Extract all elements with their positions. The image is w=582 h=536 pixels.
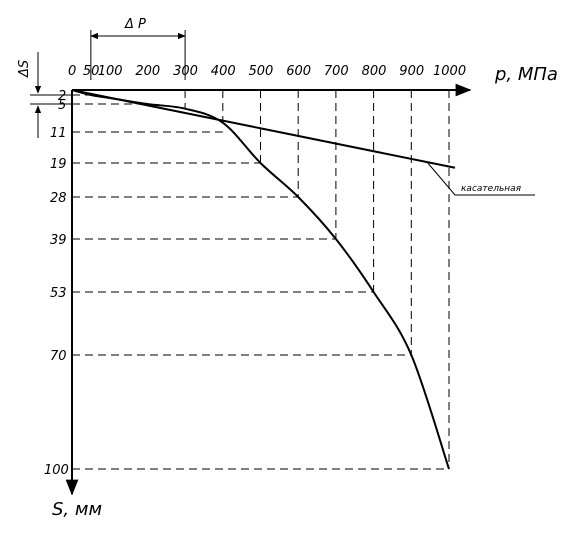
y-tick-label: 53 (50, 286, 67, 301)
x-tick-label: 300 (173, 64, 198, 79)
axes (65, 83, 472, 496)
annotations: p, МПа S, мм Δ P касательная ΔS (17, 17, 558, 520)
x-tick-label: 600 (286, 64, 311, 79)
settlement-curve (71, 89, 450, 470)
delta-p-label: Δ P (124, 17, 146, 32)
y-tick-label: 19 (50, 157, 67, 172)
tangent-leader (426, 161, 535, 196)
x-tick-label: 100 (98, 64, 123, 79)
x-tick-label: 0 (68, 64, 76, 79)
dashed-guides (30, 30, 450, 470)
y-tick-label: 100 (44, 463, 69, 478)
x-tick-label: 400 (211, 64, 236, 79)
x-tick-label: 500 (249, 64, 274, 79)
y-axis-label: S, мм (52, 499, 102, 520)
x-tick-label: 50 (83, 64, 100, 79)
x-tick-label: 1000 (433, 64, 466, 79)
tangent-label: касательная (461, 184, 522, 194)
y-tick-label: 11 (50, 126, 67, 141)
x-tick-label: 800 (362, 64, 387, 79)
y-tick-label: 28 (50, 191, 67, 206)
y-tick-label: 39 (50, 233, 67, 248)
delta-s-label: ΔS (17, 60, 32, 78)
curves (71, 89, 535, 470)
x-tick-label: 700 (324, 64, 349, 79)
y-tick-label: 5 (58, 98, 66, 113)
y-tick-label: 70 (50, 349, 67, 364)
y-tick-label: 2 (58, 89, 66, 104)
x-tick-label: 200 (135, 64, 160, 79)
x-tick-label: 900 (399, 64, 424, 79)
x-axis-label: p, МПа (494, 64, 558, 85)
